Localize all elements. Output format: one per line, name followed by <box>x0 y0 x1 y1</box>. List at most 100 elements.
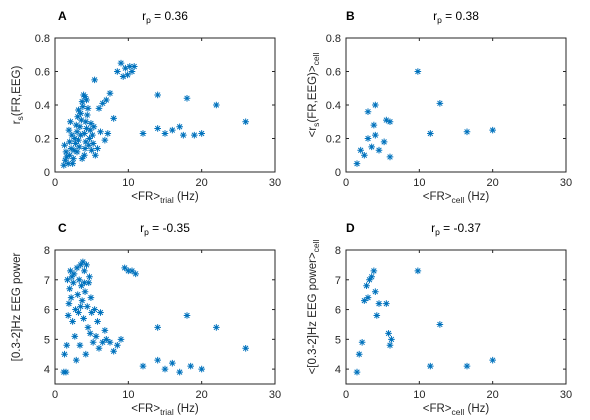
data-point <box>183 312 191 319</box>
panel-title-c: rp = -0.35 <box>140 221 190 237</box>
data-point <box>77 261 84 269</box>
data-point <box>372 288 379 295</box>
data-point <box>110 347 117 355</box>
data-point <box>364 294 372 301</box>
data-point <box>77 303 84 310</box>
data-point <box>70 146 78 154</box>
data-point <box>353 368 361 376</box>
data-point <box>187 362 194 370</box>
data-point <box>82 138 90 146</box>
data-point <box>139 130 147 137</box>
data-point <box>375 146 383 154</box>
data-point <box>364 135 372 142</box>
y-tick-label: 0 <box>44 167 50 179</box>
data-point <box>71 333 79 340</box>
data-point <box>125 267 132 275</box>
data-point <box>69 160 76 167</box>
data-point <box>73 148 81 156</box>
data-point <box>198 130 205 137</box>
data-point <box>436 100 444 107</box>
x-tick-label: 20 <box>487 177 499 189</box>
data-point <box>414 267 422 275</box>
data-point <box>86 330 94 337</box>
y-tick-label: 0.6 <box>35 67 50 79</box>
data-point <box>353 160 361 167</box>
axes-box-c <box>54 249 276 385</box>
data-point <box>357 146 364 154</box>
data-point <box>366 276 373 284</box>
data-point <box>154 324 161 331</box>
data-point <box>99 100 106 107</box>
y-tick-label: 0.8 <box>35 33 50 45</box>
y-tick-label: 7 <box>335 275 341 287</box>
data-point <box>87 294 95 301</box>
data-point <box>75 106 82 114</box>
data-point <box>370 121 378 129</box>
x-tick-label: 30 <box>269 177 281 189</box>
panel-letter-a: A <box>58 9 67 23</box>
data-point <box>80 315 87 322</box>
x-tick-label: 30 <box>560 389 572 401</box>
data-point <box>169 126 176 134</box>
data-point <box>128 267 136 275</box>
data-point <box>130 63 138 70</box>
data-point <box>161 365 169 373</box>
panel-letter-d: D <box>346 221 355 235</box>
data-point <box>242 118 249 126</box>
data-point <box>86 126 94 134</box>
data-point <box>388 336 395 343</box>
data-point <box>132 270 139 278</box>
data-point <box>427 130 434 137</box>
data-point <box>85 141 93 149</box>
x-axis-label-d: <FR>cell (Hz) <box>423 403 490 417</box>
data-point <box>63 341 71 349</box>
data-point <box>75 136 82 144</box>
data-point <box>122 64 129 72</box>
y-tick-label: 6 <box>44 305 50 317</box>
data-point <box>83 96 90 104</box>
data-point <box>62 368 70 376</box>
y-axis-label-c: [0.3-2]Hz EEG power <box>11 253 23 362</box>
data-point <box>84 324 92 331</box>
plot-area-d: 0 10 20 30 4 5 6 7 8 <box>335 245 572 401</box>
x-tick-label: 0 <box>343 177 349 189</box>
x-tick-label: 20 <box>196 177 208 189</box>
data-point <box>104 130 112 137</box>
data-point <box>383 300 390 307</box>
data-point <box>414 68 422 75</box>
data-point <box>117 59 125 67</box>
data-point <box>92 333 100 340</box>
plot-area-b: 0 10 20 30 0 0.2 0.4 0.6 0.8 <box>326 33 572 189</box>
data-point <box>126 63 134 70</box>
data-point <box>67 118 74 126</box>
data-point <box>191 131 198 139</box>
data-point <box>61 350 68 358</box>
data-point <box>110 115 117 122</box>
data-point <box>358 339 366 346</box>
data-point <box>176 123 183 131</box>
data-point <box>73 264 81 272</box>
data-point <box>65 126 73 134</box>
data-point <box>78 155 86 162</box>
x-tick-label: 10 <box>122 177 134 189</box>
data-point <box>370 267 378 275</box>
data-point <box>89 339 97 346</box>
data-point <box>78 98 86 105</box>
panel-b: B 0 10 20 30 0 0.2 0.4 0.6 0.8 rp = 0.38 <FR>cel… <box>307 9 572 205</box>
data-point <box>83 125 90 132</box>
data-point <box>361 151 368 159</box>
data-point <box>73 128 81 136</box>
data-point <box>101 327 109 334</box>
data-point <box>363 282 370 290</box>
y-tick-label: 0.4 <box>35 100 50 112</box>
data-point <box>386 153 394 161</box>
data-point <box>88 309 95 316</box>
data-point <box>361 297 368 304</box>
data-point <box>82 118 90 126</box>
data-point <box>83 261 90 269</box>
data-point <box>198 365 205 373</box>
data-point <box>64 276 71 284</box>
data-point <box>61 156 69 164</box>
y-tick-label: 0.8 <box>326 33 341 45</box>
